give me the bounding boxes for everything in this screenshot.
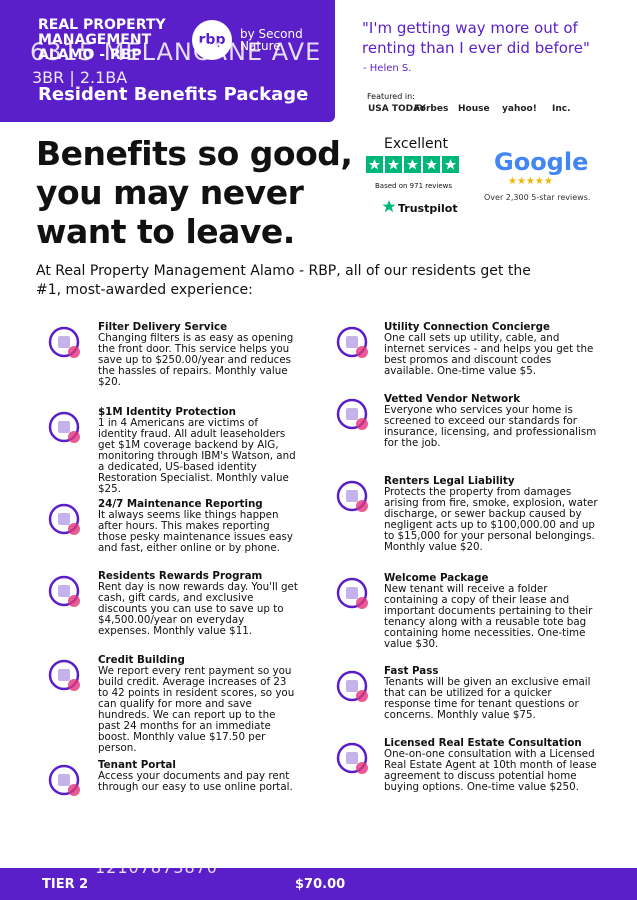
trustpilot-stars: [366, 156, 459, 173]
benefit-text: Rent day is now rewards day. You'll get …: [98, 581, 298, 637]
benefit-title: Vetted Vendor Network: [384, 393, 521, 405]
address: 6315 MELANCANE AVE: [30, 38, 322, 66]
benefit: Renters Legal Liability Protects the prop…: [384, 476, 600, 553]
benefit-title: Renters Legal Liability: [384, 475, 515, 487]
benefit-title: Tenant Portal: [98, 759, 176, 771]
benefit-title: 24/7 Maintenance Reporting: [98, 498, 263, 510]
benefit: Fast Pass Tenants will be given an exclus…: [384, 666, 600, 721]
benefit-icon: [48, 764, 80, 796]
benefit-icon: [336, 670, 368, 702]
benefit-text: 1 in 4 Americans are victims of identity…: [98, 417, 296, 495]
intro: At Real Property Management Alamo - RBP,…: [36, 263, 531, 298]
benefit: 24/7 Maintenance Reporting It always seem…: [98, 499, 298, 554]
press-logo: House: [458, 104, 490, 114]
benefit: Residents Rewards Program Rent day is now…: [98, 571, 298, 637]
benefit: $1M Identity Protection 1 in 4 Americans …: [98, 407, 298, 495]
headline: Benefits so good, you may never want to …: [36, 134, 353, 251]
logo: rbp: [192, 20, 232, 60]
benefit-title: Licensed Real Estate Consultation: [384, 737, 582, 749]
benefit-title: Credit Building: [98, 654, 185, 666]
benefit-icon: [48, 326, 80, 358]
benefit-text: Access your documents and pay rent throu…: [98, 770, 293, 793]
benefit-text: Protects the property from damages arisi…: [384, 486, 598, 553]
benefit-text: One call sets up utility, cable, and int…: [384, 332, 594, 377]
featured-label: Featured in:: [367, 92, 415, 101]
press-logo: USA TODAY: [368, 104, 426, 114]
benefit: Vetted Vendor Network Everyone who servic…: [384, 394, 600, 449]
quote-author: - Helen S.: [363, 63, 412, 74]
trustpilot-count: Based on 971 reviews: [375, 182, 453, 190]
price: $70.00: [295, 877, 346, 892]
google-stars: ★★★★★: [508, 176, 553, 187]
quote: "I'm getting way more out of renting tha…: [362, 19, 590, 57]
beds-baths: 3BR | 2.1BA: [32, 68, 128, 87]
press-logo: yahoo!: [502, 104, 537, 114]
benefit-icon: [336, 742, 368, 774]
benefit-text: We report every rent payment so you buil…: [98, 665, 295, 754]
phone: 12107873870: [95, 858, 218, 877]
google-logo: Google: [494, 148, 589, 176]
benefit: Tenant Portal Access your documents and p…: [98, 760, 298, 793]
benefit-text: New tenant will receive a folder contain…: [384, 583, 593, 650]
tier: TIER 2: [42, 877, 89, 892]
benefit-title: Fast Pass: [384, 665, 439, 677]
benefit-icon: [336, 326, 368, 358]
benefit-text: Changing filters is as easy as opening t…: [98, 332, 294, 388]
benefit: Licensed Real Estate Consultation One-on-…: [384, 738, 600, 793]
benefit-icon: [336, 480, 368, 512]
footer-band: [0, 868, 637, 900]
benefit-title: $1M Identity Protection: [98, 406, 236, 418]
trustpilot-logo: Trustpilot: [398, 202, 458, 215]
benefit-text: One-on-one consultation with a Licensed …: [384, 748, 597, 793]
google-count: Over 2,300 5-star reviews.: [484, 193, 591, 202]
benefit-icon: [48, 503, 80, 535]
benefit-text: It always seems like things happen after…: [98, 509, 293, 554]
brand: REAL PROPERTY MANAGEMENT ALAMO - RBP: [38, 17, 166, 63]
header-band: [0, 0, 335, 122]
benefit-icon: [48, 411, 80, 443]
press-logo: Forbes: [414, 104, 449, 114]
benefit-icon: [48, 659, 80, 691]
benefit-text: Everyone who services your home is scree…: [384, 404, 597, 449]
benefit-icon: [48, 575, 80, 607]
benefit: Utility Connection Concierge One call set…: [384, 322, 600, 377]
benefit-icon: [336, 398, 368, 430]
benefit-title: Residents Rewards Program: [98, 570, 263, 582]
benefit: Welcome Package New tenant will receive a…: [384, 573, 600, 650]
trustpilot-star: [382, 200, 396, 213]
benefit-title: Utility Connection Concierge: [384, 321, 550, 333]
benefit: Credit Building We report every rent paym…: [98, 655, 298, 754]
trustpilot-rating: Excellent: [384, 136, 448, 152]
press-logo: Inc.: [552, 104, 571, 114]
partner: by Second Nature: [240, 27, 303, 53]
benefit-title: Welcome Package: [384, 572, 489, 584]
benefit-text: Tenants will be given an exclusive email…: [384, 676, 591, 721]
package-title: Resident Benefits Package: [38, 84, 309, 105]
benefit: Filter Delivery Service Changing filters …: [98, 322, 298, 388]
benefit-title: Filter Delivery Service: [98, 321, 228, 333]
benefit-icon: [336, 577, 368, 609]
